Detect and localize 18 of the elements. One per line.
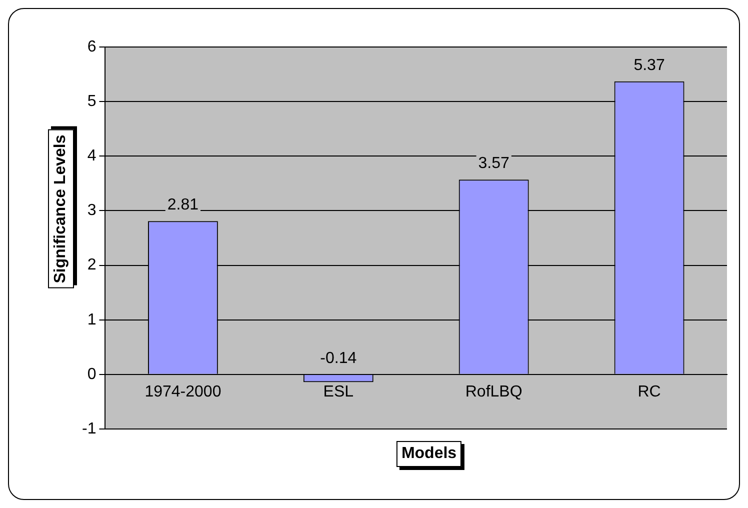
x-tick-label: RofLBQ — [465, 383, 522, 400]
y-tick-label: 6 — [87, 38, 96, 56]
y-tick-label: 2 — [87, 256, 96, 274]
x-axis-title: Models — [396, 441, 462, 467]
data-label: -0.14 — [320, 350, 357, 367]
data-label: 3.57 — [478, 155, 510, 172]
y-tick-label: 1 — [87, 311, 96, 328]
y-tick-label: 4 — [87, 148, 96, 165]
y-axis-title: Significance Levels — [48, 130, 74, 288]
x-tick-label: RC — [638, 383, 661, 400]
y-tick-label: 3 — [87, 202, 96, 220]
y-tick-label: 0 — [87, 366, 96, 383]
x-tick-label: ESL — [323, 383, 354, 400]
data-label: 5.37 — [634, 56, 665, 74]
data-label: 2.81 — [167, 196, 199, 214]
y-tick-label: -1 — [82, 420, 96, 438]
y-tick-label: 5 — [87, 92, 96, 110]
x-tick-label: 1974-2000 — [144, 383, 222, 400]
